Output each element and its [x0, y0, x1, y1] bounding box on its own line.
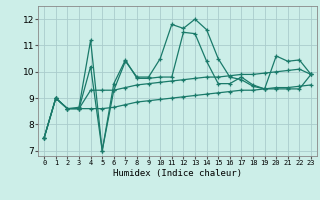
X-axis label: Humidex (Indice chaleur): Humidex (Indice chaleur): [113, 169, 242, 178]
